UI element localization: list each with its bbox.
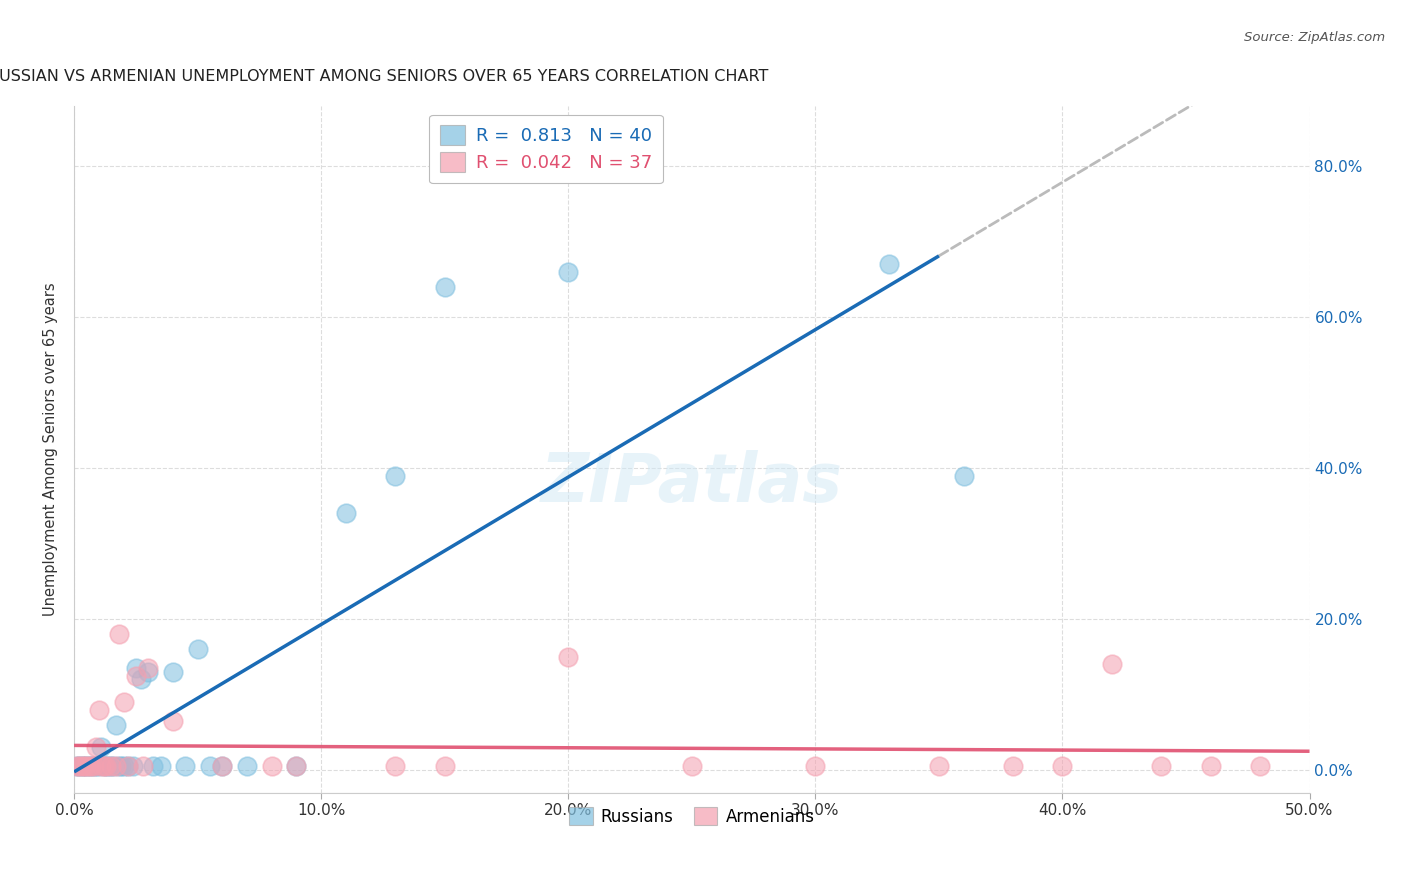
Point xyxy=(285,759,308,773)
Point xyxy=(384,759,406,773)
Point xyxy=(879,257,901,271)
Point xyxy=(105,759,128,773)
Point xyxy=(136,665,159,679)
Point xyxy=(96,759,118,773)
Point xyxy=(681,759,703,773)
Point xyxy=(107,759,129,773)
Point xyxy=(93,759,115,773)
Point xyxy=(149,759,172,773)
Point xyxy=(1249,759,1271,773)
Point xyxy=(122,759,145,773)
Point xyxy=(103,759,125,773)
Point xyxy=(211,759,233,773)
Point xyxy=(86,759,108,773)
Point xyxy=(162,714,184,728)
Point xyxy=(107,627,129,641)
Point xyxy=(117,759,139,773)
Point xyxy=(75,759,97,773)
Point xyxy=(90,759,112,773)
Point xyxy=(132,759,155,773)
Point xyxy=(75,759,97,773)
Point xyxy=(129,673,152,687)
Point xyxy=(174,759,197,773)
Point xyxy=(70,759,93,773)
Point xyxy=(142,759,165,773)
Point xyxy=(112,695,135,709)
Point xyxy=(1101,657,1123,672)
Point xyxy=(87,759,110,773)
Point xyxy=(1199,759,1222,773)
Point xyxy=(67,759,90,773)
Text: Source: ZipAtlas.com: Source: ZipAtlas.com xyxy=(1244,31,1385,45)
Point xyxy=(928,759,950,773)
Point xyxy=(557,265,579,279)
Point xyxy=(65,759,87,773)
Point xyxy=(384,468,406,483)
Point xyxy=(77,759,100,773)
Point xyxy=(125,661,148,675)
Point xyxy=(86,740,108,755)
Point xyxy=(1052,759,1074,773)
Point xyxy=(105,717,128,731)
Point xyxy=(136,661,159,675)
Point xyxy=(198,759,221,773)
Point xyxy=(1001,759,1024,773)
Point xyxy=(90,740,112,755)
Text: RUSSIAN VS ARMENIAN UNEMPLOYMENT AMONG SENIORS OVER 65 YEARS CORRELATION CHART: RUSSIAN VS ARMENIAN UNEMPLOYMENT AMONG S… xyxy=(0,69,768,84)
Point xyxy=(70,759,93,773)
Legend: Russians, Armenians: Russians, Armenians xyxy=(562,800,821,832)
Point xyxy=(73,759,96,773)
Point xyxy=(80,759,103,773)
Point xyxy=(260,759,283,773)
Point xyxy=(80,759,103,773)
Point xyxy=(433,759,456,773)
Point xyxy=(557,649,579,664)
Point xyxy=(162,665,184,679)
Point xyxy=(236,759,259,773)
Point xyxy=(65,759,87,773)
Point xyxy=(100,759,122,773)
Point xyxy=(125,668,148,682)
Point xyxy=(93,759,115,773)
Text: ZIPatlas: ZIPatlas xyxy=(541,450,842,516)
Point xyxy=(83,759,105,773)
Point xyxy=(211,759,233,773)
Point xyxy=(97,759,120,773)
Point xyxy=(285,759,308,773)
Point xyxy=(83,759,105,773)
Point xyxy=(433,279,456,293)
Point xyxy=(73,759,96,773)
Y-axis label: Unemployment Among Seniors over 65 years: Unemployment Among Seniors over 65 years xyxy=(44,282,58,615)
Point xyxy=(77,759,100,773)
Point xyxy=(87,703,110,717)
Point xyxy=(67,759,90,773)
Point xyxy=(335,506,357,520)
Point xyxy=(112,759,135,773)
Point xyxy=(117,759,139,773)
Point xyxy=(1150,759,1173,773)
Point xyxy=(187,642,209,657)
Point xyxy=(100,759,122,773)
Point xyxy=(96,759,118,773)
Point xyxy=(804,759,827,773)
Point xyxy=(110,759,132,773)
Point xyxy=(952,468,974,483)
